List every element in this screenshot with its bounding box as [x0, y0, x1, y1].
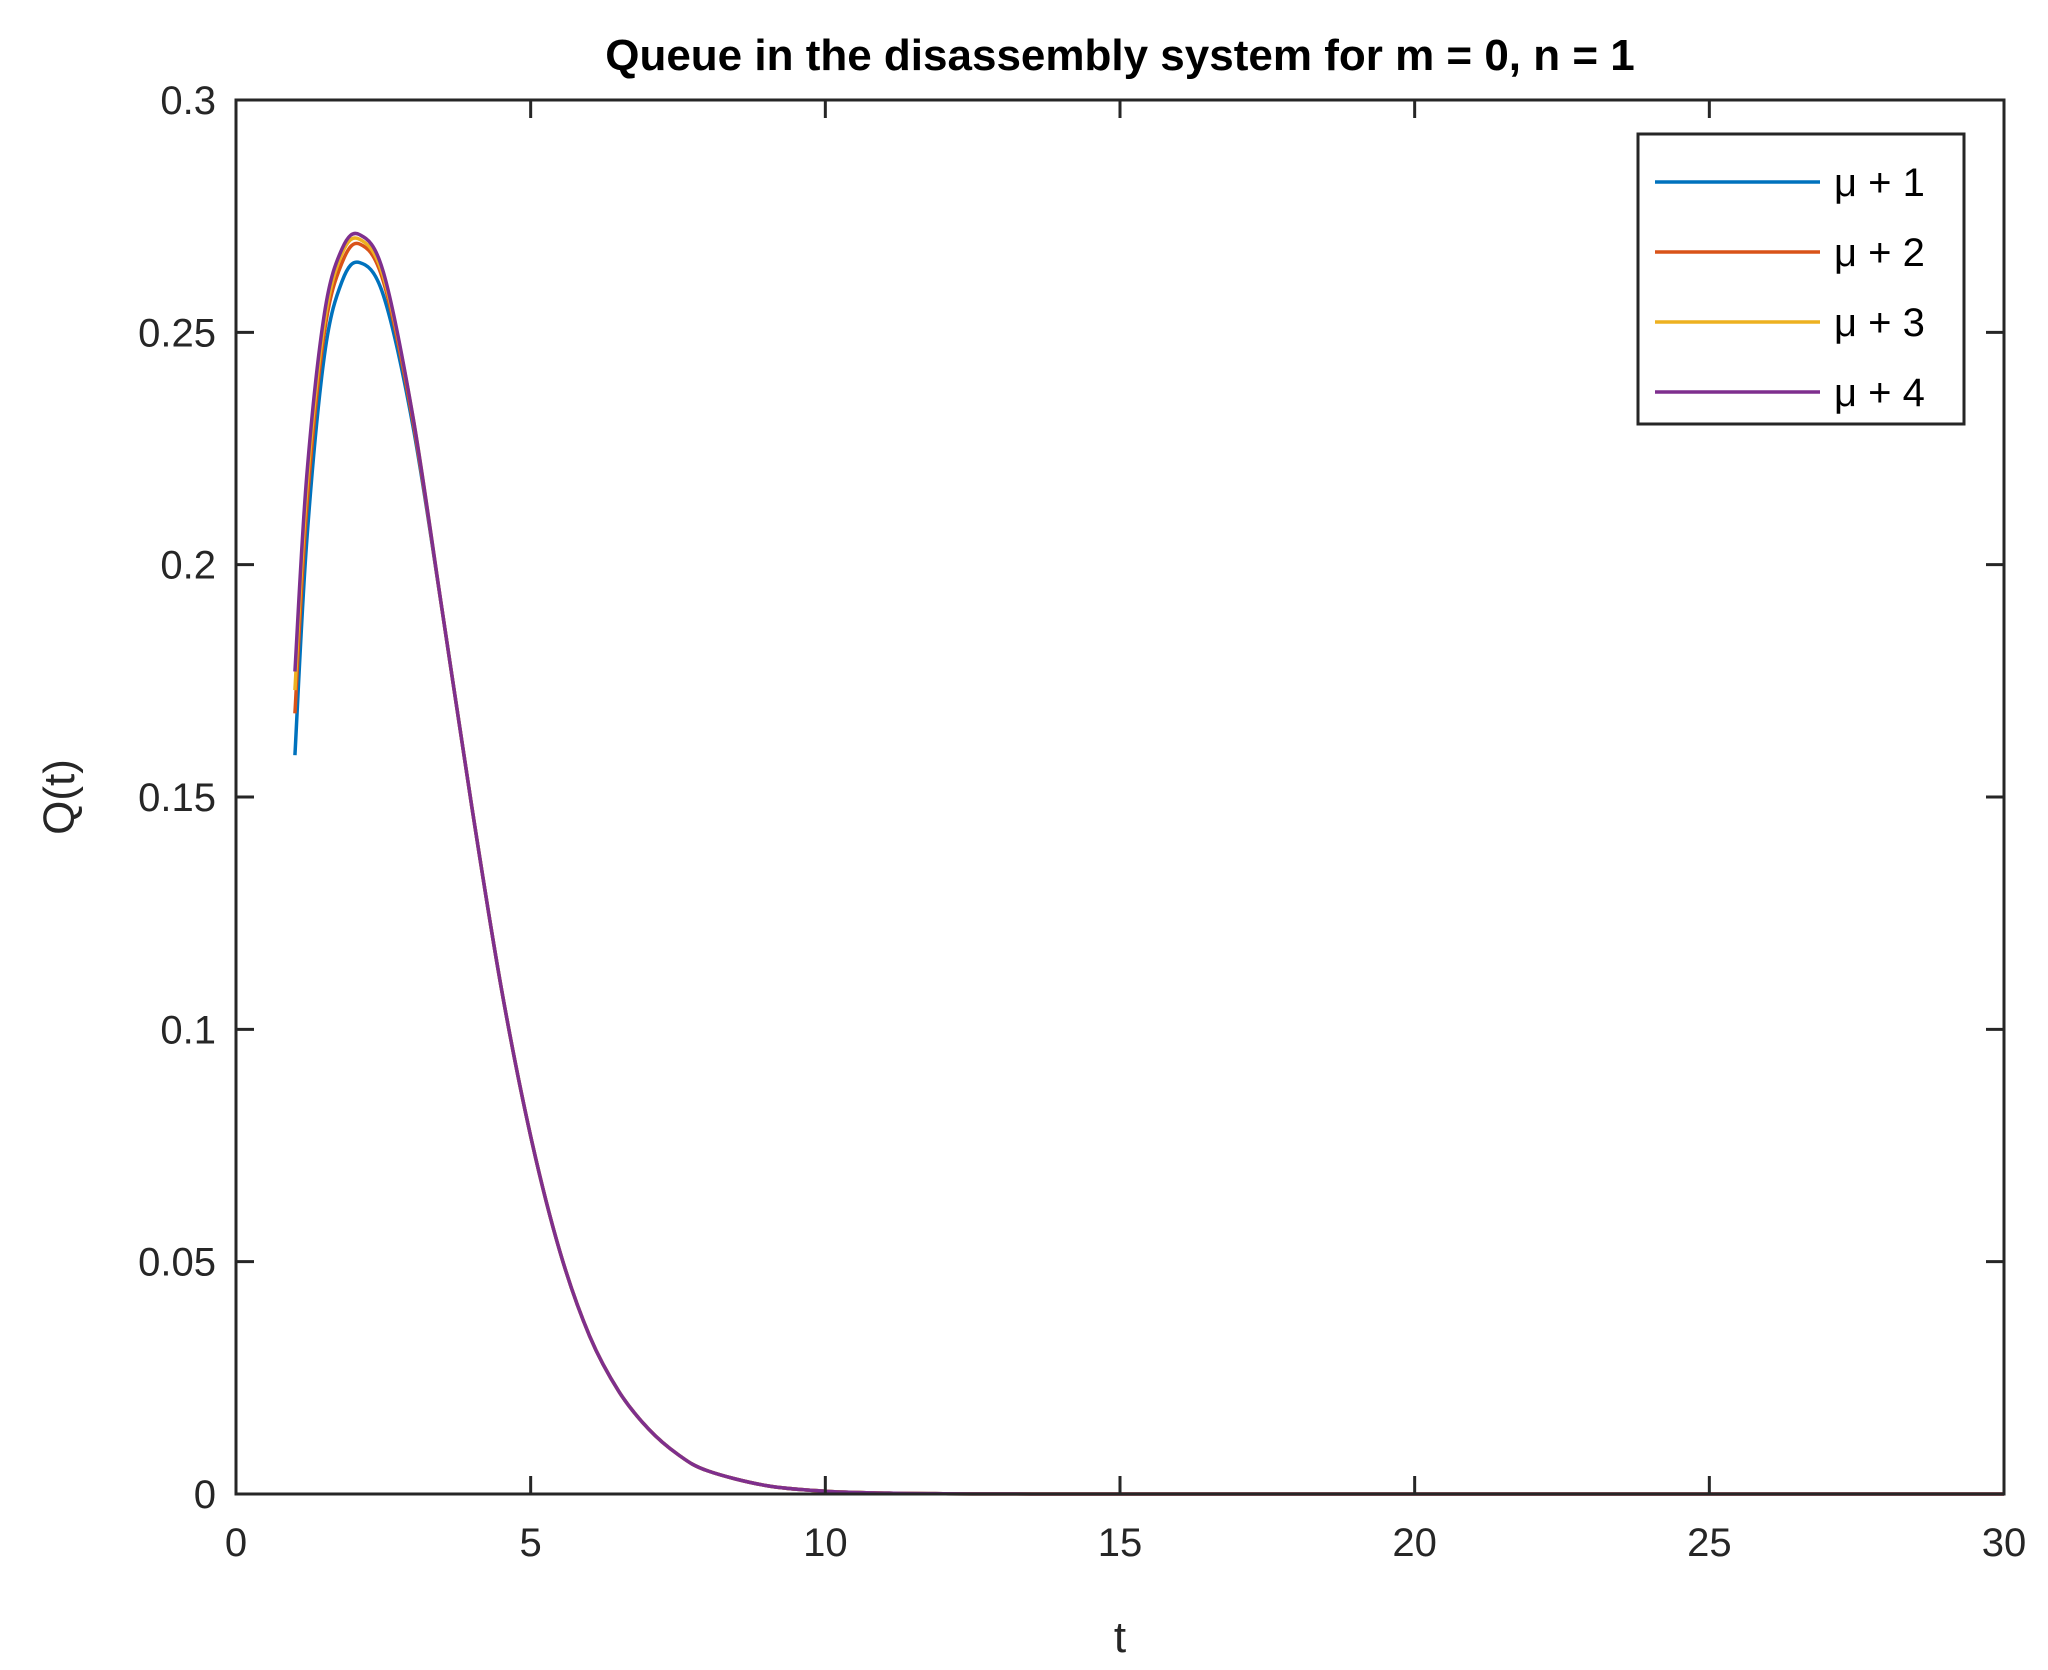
- x-tick-label: 10: [803, 1521, 848, 1565]
- tick-layer: 0 5 10 15 20 25 30 0 0.05 0.1 0.15 0.2 0.25 0.3: [138, 79, 2026, 1565]
- y-tick-label: 0.15: [138, 776, 216, 820]
- x-tick-label: 15: [1098, 1521, 1143, 1565]
- y-tick-label: 0.25: [138, 311, 216, 355]
- y-tick-label: 0.3: [160, 79, 216, 123]
- y-tick-label: 0: [194, 1473, 216, 1517]
- x-tick-label: 20: [1392, 1521, 1437, 1565]
- legend-label-4: μ + 4: [1834, 371, 1925, 415]
- legend-label-1: μ + 1: [1834, 161, 1925, 205]
- x-axis-label: t: [1114, 1613, 1126, 1662]
- x-tick-label: 5: [520, 1521, 542, 1565]
- y-tick-label: 0.1: [160, 1008, 216, 1052]
- legend-entries: μ + 1 μ + 2 μ + 3 μ + 4: [1655, 161, 1925, 415]
- x-tick-label: 0: [225, 1521, 247, 1565]
- chart-title: Queue in the disassembly system for m = …: [605, 31, 1635, 80]
- x-tick-label: 25: [1687, 1521, 1732, 1565]
- legend-label-3: μ + 3: [1834, 301, 1925, 345]
- x-tick-label: 30: [1982, 1521, 2027, 1565]
- y-tick-label: 0.05: [138, 1241, 216, 1285]
- legend: μ + 1 μ + 2 μ + 3 μ + 4: [1636, 132, 1966, 426]
- y-axis-label: Q(t): [35, 759, 84, 835]
- y-tick-label: 0.2: [160, 544, 216, 588]
- legend-label-2: μ + 2: [1834, 231, 1925, 275]
